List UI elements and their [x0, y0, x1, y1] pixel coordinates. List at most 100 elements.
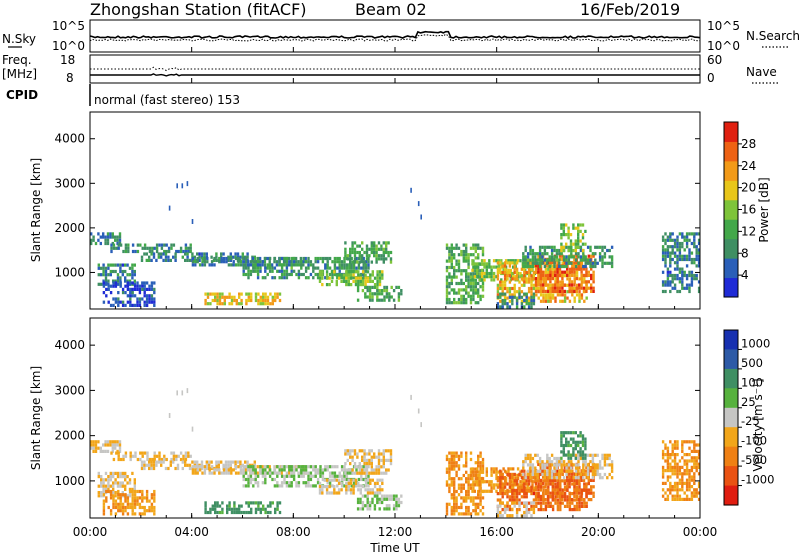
heatmap-cell — [532, 488, 536, 492]
heatmap-cell — [387, 250, 390, 255]
heatmap-cell — [124, 496, 127, 500]
heatmap-cell — [280, 465, 284, 469]
heatmap-cell — [520, 295, 524, 299]
heatmap-cell — [506, 501, 509, 505]
heatmap-cell — [223, 295, 226, 299]
heatmap-cell — [526, 453, 530, 457]
heatmap-cell — [119, 505, 122, 510]
heatmap-cell — [368, 471, 371, 475]
heatmap-cell — [560, 233, 563, 237]
heatmap-cell — [262, 504, 265, 508]
heatmap-cell — [278, 260, 281, 264]
heatmap-cell — [453, 493, 456, 497]
heatmap-cell — [238, 302, 241, 306]
heatmap-cell — [278, 292, 282, 296]
heatmap-cell — [515, 510, 519, 515]
heatmap-cell — [457, 281, 461, 286]
heatmap-cell — [462, 301, 465, 305]
heatmap-cell — [549, 296, 552, 300]
heatmap-cell — [145, 499, 149, 503]
heatmap-cell — [252, 501, 255, 505]
heatmap-cell — [271, 302, 274, 306]
heatmap-cell — [233, 298, 236, 303]
heatmap-cell — [328, 465, 332, 469]
heatmap-cell — [252, 266, 255, 270]
heatmap-cell — [201, 465, 204, 469]
heatmap-cell — [211, 507, 214, 511]
heatmap-cell — [501, 472, 504, 476]
heatmap-cell — [343, 260, 346, 264]
heatmap-cell — [244, 266, 248, 270]
heatmap-cell — [302, 465, 305, 469]
heatmap-cell — [471, 268, 474, 272]
heatmap-cell — [352, 488, 355, 492]
nave-label: Nave — [746, 65, 777, 79]
heatmap-cell — [230, 468, 233, 472]
heatmap-cell — [383, 298, 386, 302]
heatmap-cell — [556, 488, 559, 492]
heatmap-cell — [669, 440, 672, 444]
heatmap-cell — [216, 504, 219, 508]
heatmap-cell — [204, 507, 207, 511]
heatmap-cell — [577, 463, 580, 467]
colorbar-tick-label: -500 — [741, 453, 767, 467]
heatmap-cell — [566, 283, 569, 287]
heatmap-cell — [242, 269, 245, 273]
heatmap-cell — [304, 484, 308, 488]
heatmap-cell — [124, 246, 128, 250]
heatmap-cell — [264, 269, 267, 273]
heatmap-cell — [520, 299, 524, 303]
heatmap-cell — [114, 269, 117, 274]
heatmap-cell — [606, 476, 609, 480]
heatmap-cell — [685, 238, 689, 242]
heatmap-cell — [472, 281, 475, 286]
heatmap-cell — [589, 453, 592, 457]
heatmap-cell — [376, 273, 379, 277]
heatmap-cell — [131, 496, 134, 500]
heatmap-cell — [666, 248, 670, 252]
heatmap-cell — [532, 292, 536, 296]
heatmap-cell — [574, 447, 577, 451]
heatmap-cell — [356, 455, 359, 459]
heatmap-cell — [561, 270, 564, 274]
heatmap-cell — [186, 258, 189, 262]
heatmap-cell — [527, 286, 531, 291]
heatmap-cell — [531, 472, 535, 477]
heatmap-cell — [136, 243, 140, 247]
heatmap-cell — [550, 472, 554, 477]
heatmap-cell — [377, 449, 381, 453]
heatmap-cell — [575, 283, 579, 287]
heatmap-cell — [518, 280, 521, 284]
heatmap-cell — [280, 256, 284, 261]
heatmap-cell — [368, 285, 372, 289]
heatmap-cell — [511, 507, 514, 511]
heatmap-cell — [127, 243, 130, 247]
heatmap-cell — [104, 478, 108, 482]
heatmap-cell — [578, 488, 581, 492]
heatmap-cell — [205, 460, 208, 464]
heatmap-cell — [671, 273, 674, 278]
heatmap-cell — [472, 265, 475, 270]
heatmap-cell — [520, 290, 524, 294]
heatmap-cell — [364, 273, 367, 277]
heatmap-cell — [109, 269, 112, 274]
heatmap-cell — [697, 289, 701, 294]
heatmap-cell — [565, 431, 568, 435]
heatmap-cell — [490, 483, 493, 487]
heatmap-cell — [366, 497, 369, 501]
heatmap-cell — [580, 283, 583, 287]
heatmap-cell — [326, 263, 329, 267]
heatmap-cell — [570, 460, 573, 464]
heatmap-cell — [333, 474, 337, 478]
heatmap-cell — [314, 474, 317, 478]
heatmap-cell — [516, 486, 520, 490]
heatmap-cell — [571, 264, 574, 268]
heatmap-cell — [465, 505, 468, 510]
freq-tick-bottom: 8 — [66, 71, 74, 85]
heatmap-cell — [577, 466, 580, 470]
heatmap-cell — [300, 471, 303, 475]
heatmap-cell — [690, 440, 694, 444]
heatmap-cell — [561, 289, 564, 293]
heatmap-cell — [560, 456, 563, 460]
heatmap-cell — [126, 502, 130, 506]
